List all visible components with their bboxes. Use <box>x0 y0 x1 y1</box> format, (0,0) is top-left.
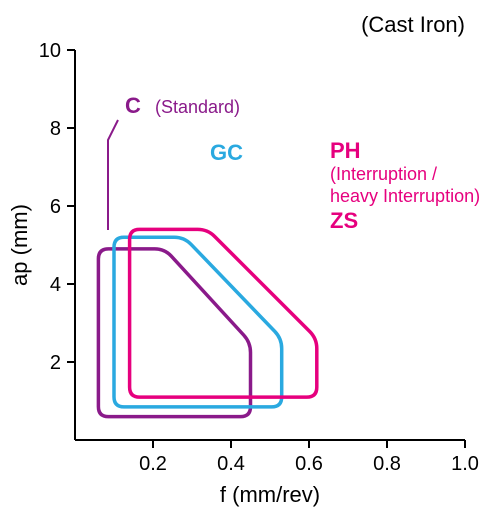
y-tick-label: 10 <box>39 40 61 62</box>
x-tick-label: 0.2 <box>139 453 167 475</box>
x-tick-label: 0.6 <box>295 453 323 475</box>
chart-svg: 0.2 0.4 0.6 0.8 1.0 2 4 6 8 10 f (mm/rev) ap (mm) (C… <box>0 0 500 527</box>
series-sublabel-ph-1: (Interruption / <box>330 164 437 184</box>
series-label-gc: GC <box>210 140 243 165</box>
y-axis-label: ap (mm) <box>7 204 32 286</box>
series-sublabel-ph-2: heavy Interruption) <box>330 186 480 206</box>
x-tick-label: 1.0 <box>451 453 479 475</box>
x-tick-label: 0.8 <box>373 453 401 475</box>
chart-container: 0.2 0.4 0.6 0.8 1.0 2 4 6 8 10 f (mm/rev) ap (mm) (C… <box>0 0 500 527</box>
series-label-c: C <box>125 93 141 118</box>
x-tick-label: 0.4 <box>217 453 245 475</box>
y-tick-label: 8 <box>50 118 61 140</box>
series-sublabel-c: (Standard) <box>155 97 240 117</box>
y-tick-label: 4 <box>50 274 61 296</box>
y-tick-label: 6 <box>50 196 61 218</box>
chart-title: (Cast Iron) <box>361 12 465 37</box>
y-tick-label: 2 <box>50 352 61 374</box>
series-label-ph: PH <box>330 138 361 163</box>
x-axis-label: f (mm/rev) <box>220 482 320 507</box>
series-label-zs: ZS <box>330 208 358 233</box>
